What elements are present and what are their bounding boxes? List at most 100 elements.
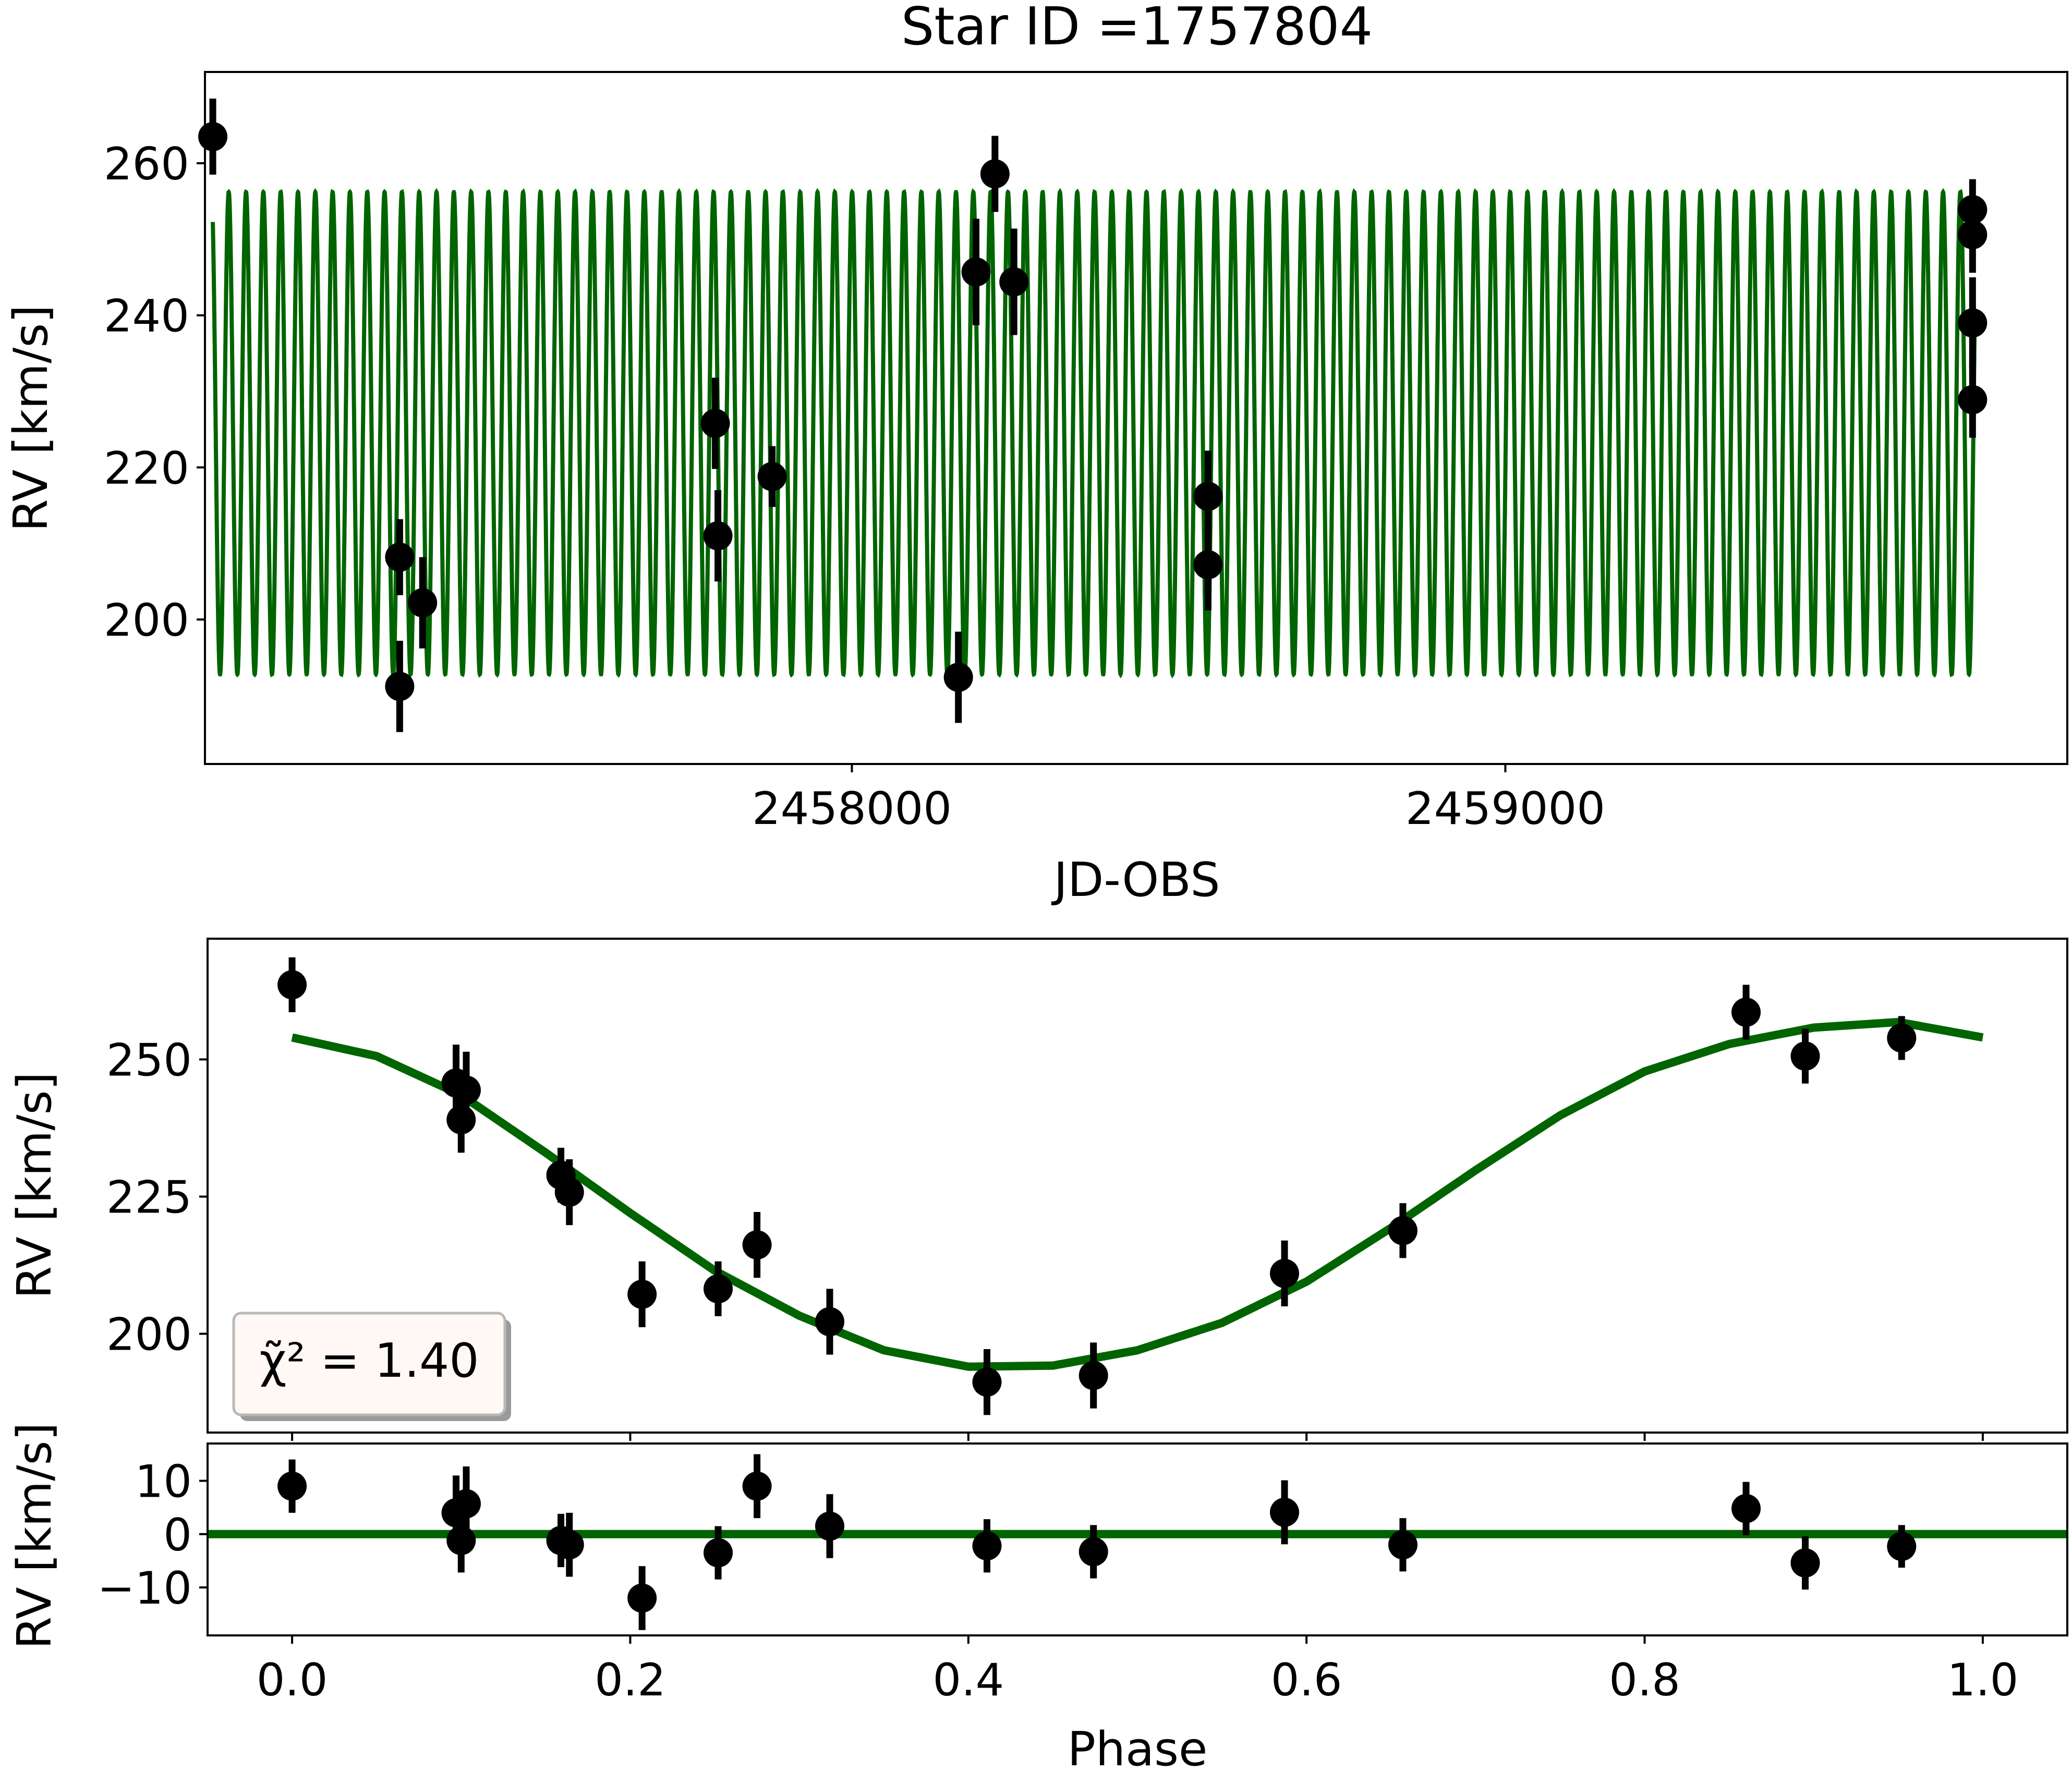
data-marker bbox=[385, 542, 415, 572]
data-marker bbox=[1193, 550, 1223, 579]
data-marker bbox=[972, 1531, 1002, 1561]
rv-phase-data-point bbox=[972, 1349, 1002, 1415]
y-tick-label: 250 bbox=[106, 1034, 192, 1086]
rv-time-data-point bbox=[980, 136, 1010, 212]
x-tick-label: 0.0 bbox=[257, 1654, 328, 1706]
rv-time-data-point bbox=[999, 228, 1029, 335]
rv-phase-data-point bbox=[742, 1212, 772, 1278]
rv-residual-data-point bbox=[1270, 1480, 1300, 1545]
rv-phase-data-point bbox=[1790, 1028, 1820, 1084]
rv-phase-model-curve bbox=[291, 1017, 1984, 1371]
rv-time-data-point bbox=[703, 490, 733, 582]
rv-time-model-layer bbox=[211, 188, 1977, 678]
data-marker bbox=[1388, 1216, 1417, 1245]
data-marker bbox=[815, 1307, 844, 1337]
x-tick-label: 0.8 bbox=[1609, 1654, 1680, 1706]
data-marker bbox=[451, 1489, 481, 1519]
data-marker bbox=[703, 521, 733, 551]
x-axis-label: JD-OBS bbox=[1051, 853, 1220, 907]
data-marker bbox=[1193, 481, 1223, 511]
y-axis-label: RV [km/s] bbox=[4, 305, 58, 531]
rv-residual-data-point bbox=[815, 1494, 844, 1558]
x-tick-label: 0.6 bbox=[1271, 1654, 1342, 1706]
rv-time-points-layer bbox=[198, 99, 1988, 732]
rv-phase-data-point bbox=[1887, 1016, 1917, 1060]
rv-residual-data-point bbox=[627, 1566, 657, 1630]
rv-time-data-point bbox=[385, 640, 415, 732]
x-tick-label: 0.2 bbox=[595, 1654, 666, 1706]
rv-time-data-point bbox=[1958, 277, 1988, 369]
rv-residuals-points-layer bbox=[277, 1454, 1917, 1630]
data-marker bbox=[446, 1526, 476, 1556]
rv-phase-data-point bbox=[1388, 1203, 1417, 1258]
data-marker bbox=[1270, 1258, 1300, 1288]
y-axis-label: RV [km/s] bbox=[7, 1072, 62, 1299]
annotation-box bbox=[232, 1312, 506, 1416]
rv-phase-data-point bbox=[446, 1087, 476, 1153]
data-marker bbox=[277, 970, 307, 1000]
data-marker bbox=[385, 672, 415, 701]
y-tick-label: 220 bbox=[104, 442, 189, 494]
data-marker bbox=[1790, 1548, 1820, 1578]
y-tick-label: −10 bbox=[98, 1562, 192, 1615]
rv-phase-data-point bbox=[1079, 1342, 1108, 1409]
rv-residual-data-point bbox=[972, 1519, 1002, 1573]
data-marker bbox=[554, 1178, 584, 1207]
rv-time-data-point bbox=[961, 219, 991, 325]
y-axis-label: RV [km/s] bbox=[7, 1422, 62, 1649]
rv-time-data-point bbox=[385, 519, 415, 596]
rv-phase-data-point bbox=[1270, 1240, 1300, 1306]
rv-phase-plot-frame bbox=[207, 938, 2068, 1434]
data-marker bbox=[1958, 385, 1988, 415]
data-marker bbox=[627, 1279, 657, 1309]
rv-time-data-point bbox=[1958, 197, 1988, 273]
data-marker bbox=[451, 1075, 481, 1105]
rv-time-data-point bbox=[943, 632, 973, 723]
data-marker bbox=[1731, 997, 1761, 1027]
rv-residuals-plot-frame bbox=[207, 1442, 2068, 1636]
rv-phase-data-point bbox=[704, 1261, 733, 1316]
rv-time-data-point bbox=[757, 446, 787, 507]
x-tick-label: 2459000 bbox=[1405, 783, 1605, 835]
data-marker bbox=[1079, 1537, 1108, 1567]
data-marker bbox=[704, 1538, 733, 1568]
rv-time-data-point bbox=[1958, 361, 1988, 438]
data-marker bbox=[277, 1471, 307, 1501]
chart-title: Star ID =1757804 bbox=[901, 0, 1373, 57]
data-marker bbox=[943, 662, 973, 692]
data-marker bbox=[1731, 1494, 1761, 1523]
rv-time-ticks-layer: 2458000 2459000 200 220 240 260 bbox=[104, 138, 1605, 835]
data-marker bbox=[1887, 1023, 1917, 1053]
data-marker bbox=[961, 257, 991, 287]
data-marker bbox=[198, 122, 228, 151]
rv-phase-points-layer bbox=[277, 957, 1917, 1415]
data-marker bbox=[1958, 308, 1988, 338]
y-tick-label: 0 bbox=[163, 1509, 192, 1561]
data-marker bbox=[815, 1511, 844, 1541]
rv-phase-panel: 200 225 250 RV [km/s] χ̃² = 1.40 bbox=[7, 938, 2068, 1441]
rv-residual-data-point bbox=[446, 1508, 476, 1573]
data-marker bbox=[554, 1530, 584, 1560]
y-tick-label: 240 bbox=[104, 290, 189, 343]
rv-phase-ticks-layer: 200 225 250 bbox=[106, 1034, 1984, 1441]
data-marker bbox=[627, 1583, 657, 1613]
y-tick-label: 260 bbox=[104, 138, 189, 190]
rv-residuals-panel: 0.0 0.2 0.4 0.6 0.8 1.0 100−10 Phase RV [km/s] bbox=[7, 1422, 2068, 1771]
y-tick-label: 200 bbox=[104, 595, 189, 647]
rv-phase-model-layer bbox=[291, 1017, 1984, 1371]
data-marker bbox=[700, 408, 730, 438]
rv-residual-data-point bbox=[1079, 1525, 1108, 1579]
x-tick-label: 0.4 bbox=[932, 1654, 1004, 1706]
data-marker bbox=[1388, 1530, 1417, 1560]
data-marker bbox=[972, 1367, 1002, 1397]
data-marker bbox=[980, 159, 1010, 189]
rv-residual-data-point bbox=[704, 1526, 733, 1580]
data-marker bbox=[1079, 1361, 1108, 1390]
data-marker bbox=[704, 1274, 733, 1304]
data-marker bbox=[757, 462, 787, 491]
x-axis-label: Phase bbox=[1068, 1722, 1208, 1771]
chi2-label: χ̃² = 1.40 bbox=[259, 1333, 479, 1388]
rv-time-data-point bbox=[1193, 519, 1223, 611]
data-marker bbox=[408, 588, 438, 617]
